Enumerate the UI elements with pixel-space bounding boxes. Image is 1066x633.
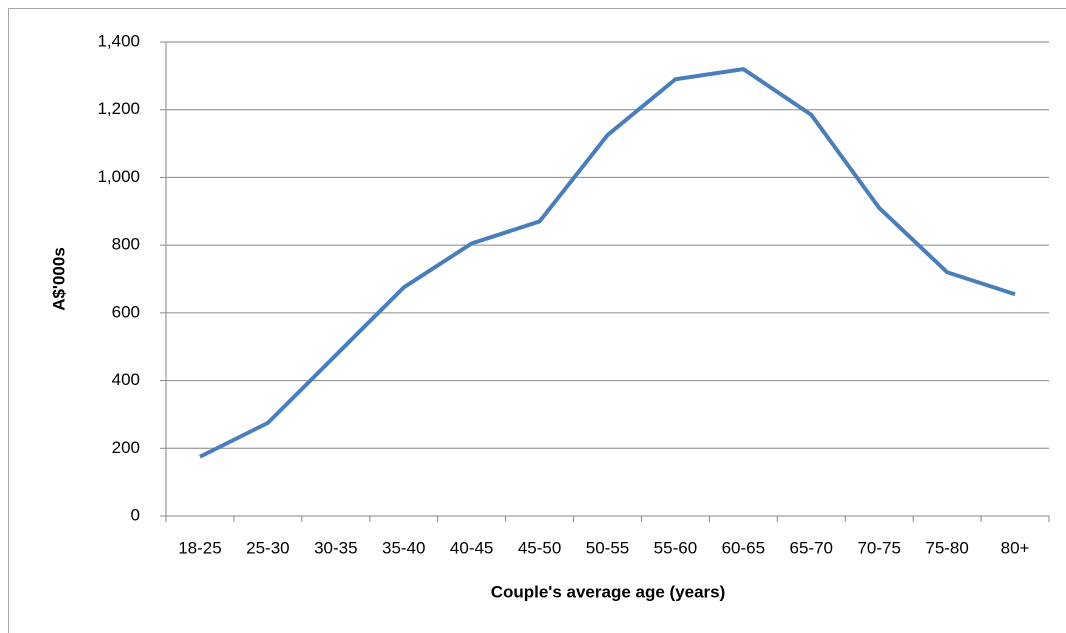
x-tick-label: 30-35 [314, 538, 357, 557]
y-tick-label: 1,200 [97, 99, 140, 118]
x-tick-label: 45-50 [518, 538, 561, 557]
chart-border [8, 8, 1066, 633]
x-tick-label: 25-30 [246, 538, 289, 557]
x-tick-label: 18-25 [178, 538, 221, 557]
x-tick-label: 70-75 [857, 538, 900, 557]
x-tick-label: 80+ [1001, 538, 1030, 557]
x-tick-label: 65-70 [790, 538, 833, 557]
y-tick-label: 800 [112, 235, 140, 254]
x-tick-label: 55-60 [654, 538, 697, 557]
x-tick-label: 60-65 [722, 538, 765, 557]
y-tick-label: 200 [112, 438, 140, 457]
x-tick-label: 35-40 [382, 538, 425, 557]
y-tick-label: 600 [112, 302, 140, 321]
y-tick-label: 1,000 [97, 167, 140, 186]
y-tick-label: 400 [112, 370, 140, 389]
y-axis-title: A$'000s [49, 247, 68, 311]
x-tick-label: 75-80 [925, 538, 968, 557]
x-tick-label: 40-45 [450, 538, 493, 557]
x-axis-title: Couple's average age (years) [491, 582, 726, 601]
line-series [199, 67, 1016, 459]
y-tick-label: 0 [131, 505, 140, 524]
x-tick-label: 50-55 [586, 538, 629, 557]
y-tick-label: 1,400 [97, 31, 140, 50]
